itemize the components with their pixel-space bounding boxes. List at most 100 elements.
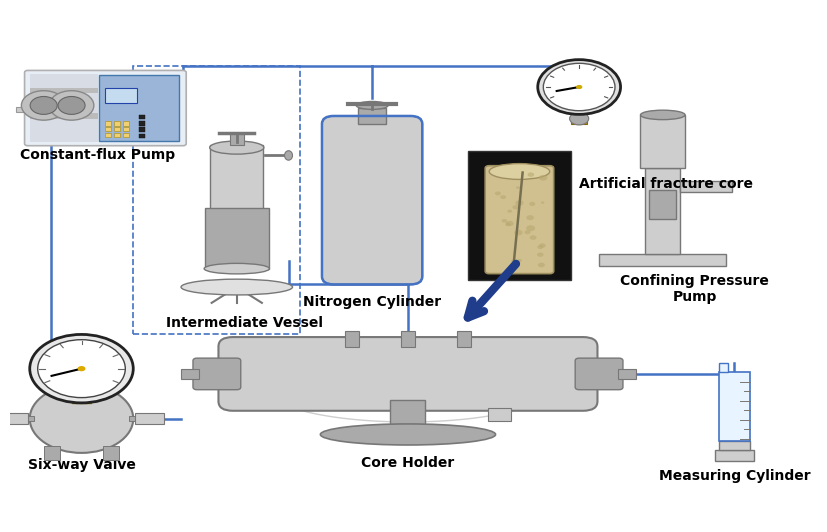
- Bar: [16, 107, 29, 112]
- Bar: [211, 145, 263, 213]
- Circle shape: [511, 260, 516, 263]
- Bar: [133, 66, 300, 335]
- Circle shape: [513, 205, 519, 210]
- Bar: [105, 127, 112, 131]
- Text: Six-way Valve: Six-way Valve: [27, 458, 136, 472]
- Circle shape: [529, 202, 535, 206]
- Bar: [0, 413, 28, 424]
- Bar: [139, 115, 145, 119]
- Bar: [618, 369, 636, 379]
- Bar: [105, 88, 136, 103]
- Bar: [105, 132, 112, 137]
- Ellipse shape: [320, 424, 495, 445]
- Bar: [640, 115, 685, 168]
- Bar: [99, 75, 179, 141]
- Bar: [10, 416, 34, 421]
- Circle shape: [50, 90, 93, 120]
- Bar: [114, 121, 120, 126]
- Bar: [114, 132, 120, 137]
- Ellipse shape: [356, 102, 388, 110]
- Circle shape: [528, 172, 534, 177]
- Bar: [715, 450, 754, 461]
- Bar: [719, 372, 750, 441]
- FancyBboxPatch shape: [25, 70, 186, 146]
- Circle shape: [515, 200, 523, 206]
- Bar: [488, 408, 511, 421]
- FancyBboxPatch shape: [576, 358, 623, 390]
- Circle shape: [538, 245, 543, 249]
- Bar: [645, 168, 681, 254]
- Bar: [103, 446, 119, 460]
- Circle shape: [543, 63, 615, 111]
- Circle shape: [538, 60, 620, 114]
- Circle shape: [514, 266, 517, 269]
- Bar: [122, 121, 129, 126]
- Circle shape: [524, 230, 530, 234]
- Bar: [139, 134, 145, 138]
- Bar: [457, 331, 471, 346]
- Circle shape: [541, 202, 544, 204]
- Bar: [122, 127, 129, 131]
- Bar: [390, 400, 425, 432]
- Circle shape: [530, 235, 537, 240]
- Circle shape: [495, 192, 501, 195]
- Circle shape: [526, 215, 534, 220]
- Circle shape: [38, 340, 126, 397]
- Circle shape: [517, 259, 522, 262]
- Circle shape: [78, 366, 85, 371]
- Circle shape: [526, 225, 535, 231]
- Text: Confining Pressure
Pump: Confining Pressure Pump: [620, 274, 769, 304]
- Bar: [230, 134, 244, 145]
- Circle shape: [22, 90, 66, 120]
- Bar: [103, 377, 119, 392]
- Ellipse shape: [284, 151, 293, 160]
- Bar: [571, 111, 587, 124]
- FancyBboxPatch shape: [485, 165, 554, 273]
- Bar: [44, 446, 60, 460]
- Bar: [139, 121, 145, 126]
- Bar: [30, 88, 98, 93]
- Circle shape: [502, 219, 507, 223]
- Circle shape: [506, 221, 514, 226]
- FancyBboxPatch shape: [322, 116, 423, 285]
- Ellipse shape: [181, 279, 293, 295]
- Circle shape: [514, 230, 523, 236]
- Circle shape: [30, 96, 57, 114]
- Bar: [649, 190, 676, 219]
- Ellipse shape: [640, 110, 685, 120]
- Ellipse shape: [204, 263, 270, 274]
- FancyBboxPatch shape: [193, 358, 241, 390]
- Bar: [719, 363, 728, 372]
- Bar: [345, 331, 360, 346]
- Bar: [114, 127, 120, 131]
- Bar: [30, 113, 98, 119]
- Text: Measuring Cylinder: Measuring Cylinder: [658, 469, 810, 483]
- Bar: [30, 74, 98, 142]
- Ellipse shape: [490, 164, 550, 179]
- Ellipse shape: [210, 141, 264, 154]
- Bar: [105, 121, 112, 126]
- Bar: [599, 254, 726, 266]
- Bar: [205, 208, 269, 269]
- Circle shape: [516, 186, 520, 189]
- Circle shape: [576, 85, 582, 89]
- Circle shape: [30, 385, 133, 453]
- Bar: [681, 181, 732, 192]
- Text: Artificial fracture core: Artificial fracture core: [579, 177, 753, 192]
- Circle shape: [539, 243, 546, 248]
- Bar: [122, 132, 129, 137]
- Circle shape: [505, 222, 511, 226]
- Bar: [358, 108, 386, 124]
- Circle shape: [507, 210, 512, 213]
- Circle shape: [500, 195, 506, 199]
- Bar: [719, 441, 750, 450]
- Bar: [139, 127, 145, 132]
- Text: Intermediate Vessel: Intermediate Vessel: [166, 316, 323, 330]
- Circle shape: [30, 335, 133, 403]
- Circle shape: [58, 96, 85, 114]
- Bar: [129, 416, 153, 421]
- Bar: [72, 392, 91, 403]
- Circle shape: [538, 263, 545, 267]
- Text: Core Holder: Core Holder: [361, 455, 455, 470]
- Circle shape: [537, 253, 543, 257]
